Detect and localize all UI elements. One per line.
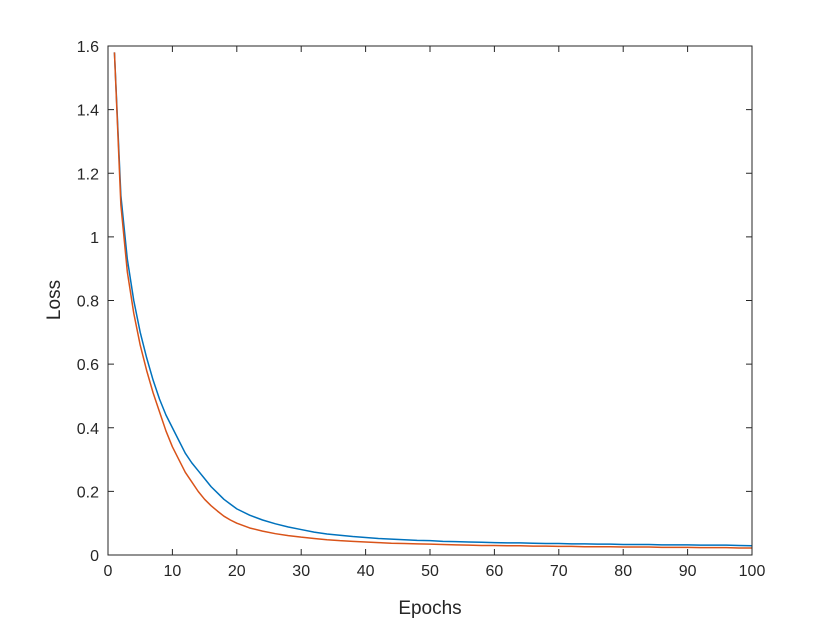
x-tick-label: 90 (679, 563, 697, 580)
x-tick-label: 80 (614, 563, 632, 580)
y-tick-label: 0.2 (77, 484, 99, 501)
x-tick-label: 40 (357, 563, 375, 580)
x-tick-label: 0 (104, 563, 113, 580)
x-tick-label: 30 (292, 563, 310, 580)
x-tick-label: 70 (550, 563, 568, 580)
y-tick-label: 1.6 (77, 39, 99, 56)
series-line-1 (113, 52, 753, 547)
series-line-2 (113, 52, 752, 549)
y-axis-title: Loss (44, 280, 65, 320)
axes-layer: 0 10 20 30 40 50 60 70 80 90 100 0 0.2 0.4 0.6 0.8 1 1.2 1… (77, 39, 766, 580)
y-tick-label: 0.6 (77, 357, 99, 374)
y-tick-label: 1.2 (77, 166, 99, 183)
y-tick-label: 0.8 (77, 294, 99, 311)
x-axis-title: Epochs (398, 598, 461, 619)
x-tick-label: 10 (164, 563, 182, 580)
x-tick-label: 50 (421, 563, 439, 580)
plot-area (108, 46, 752, 555)
y-tick-label: 1 (90, 230, 99, 247)
x-tick-label: 100 (739, 563, 766, 580)
x-tick-label: 60 (486, 563, 504, 580)
y-tick-label: 0 (90, 548, 99, 565)
series-layer (113, 52, 753, 549)
y-tick-label: 1.4 (77, 103, 99, 120)
x-tick-label: 20 (228, 563, 246, 580)
y-tick-label: 0.4 (77, 421, 99, 438)
